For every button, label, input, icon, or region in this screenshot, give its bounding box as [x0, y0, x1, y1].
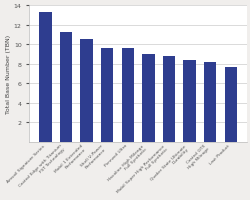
Bar [183, 60, 195, 142]
Bar [80, 40, 92, 142]
Bar [100, 48, 113, 142]
Bar [224, 67, 236, 142]
Bar [142, 55, 154, 142]
Bar [121, 49, 134, 142]
Y-axis label: Total Base Number (TBN): Total Base Number (TBN) [6, 35, 11, 113]
Bar [39, 13, 51, 142]
Bar [60, 33, 72, 142]
Bar [162, 57, 174, 142]
Bar [203, 63, 216, 142]
